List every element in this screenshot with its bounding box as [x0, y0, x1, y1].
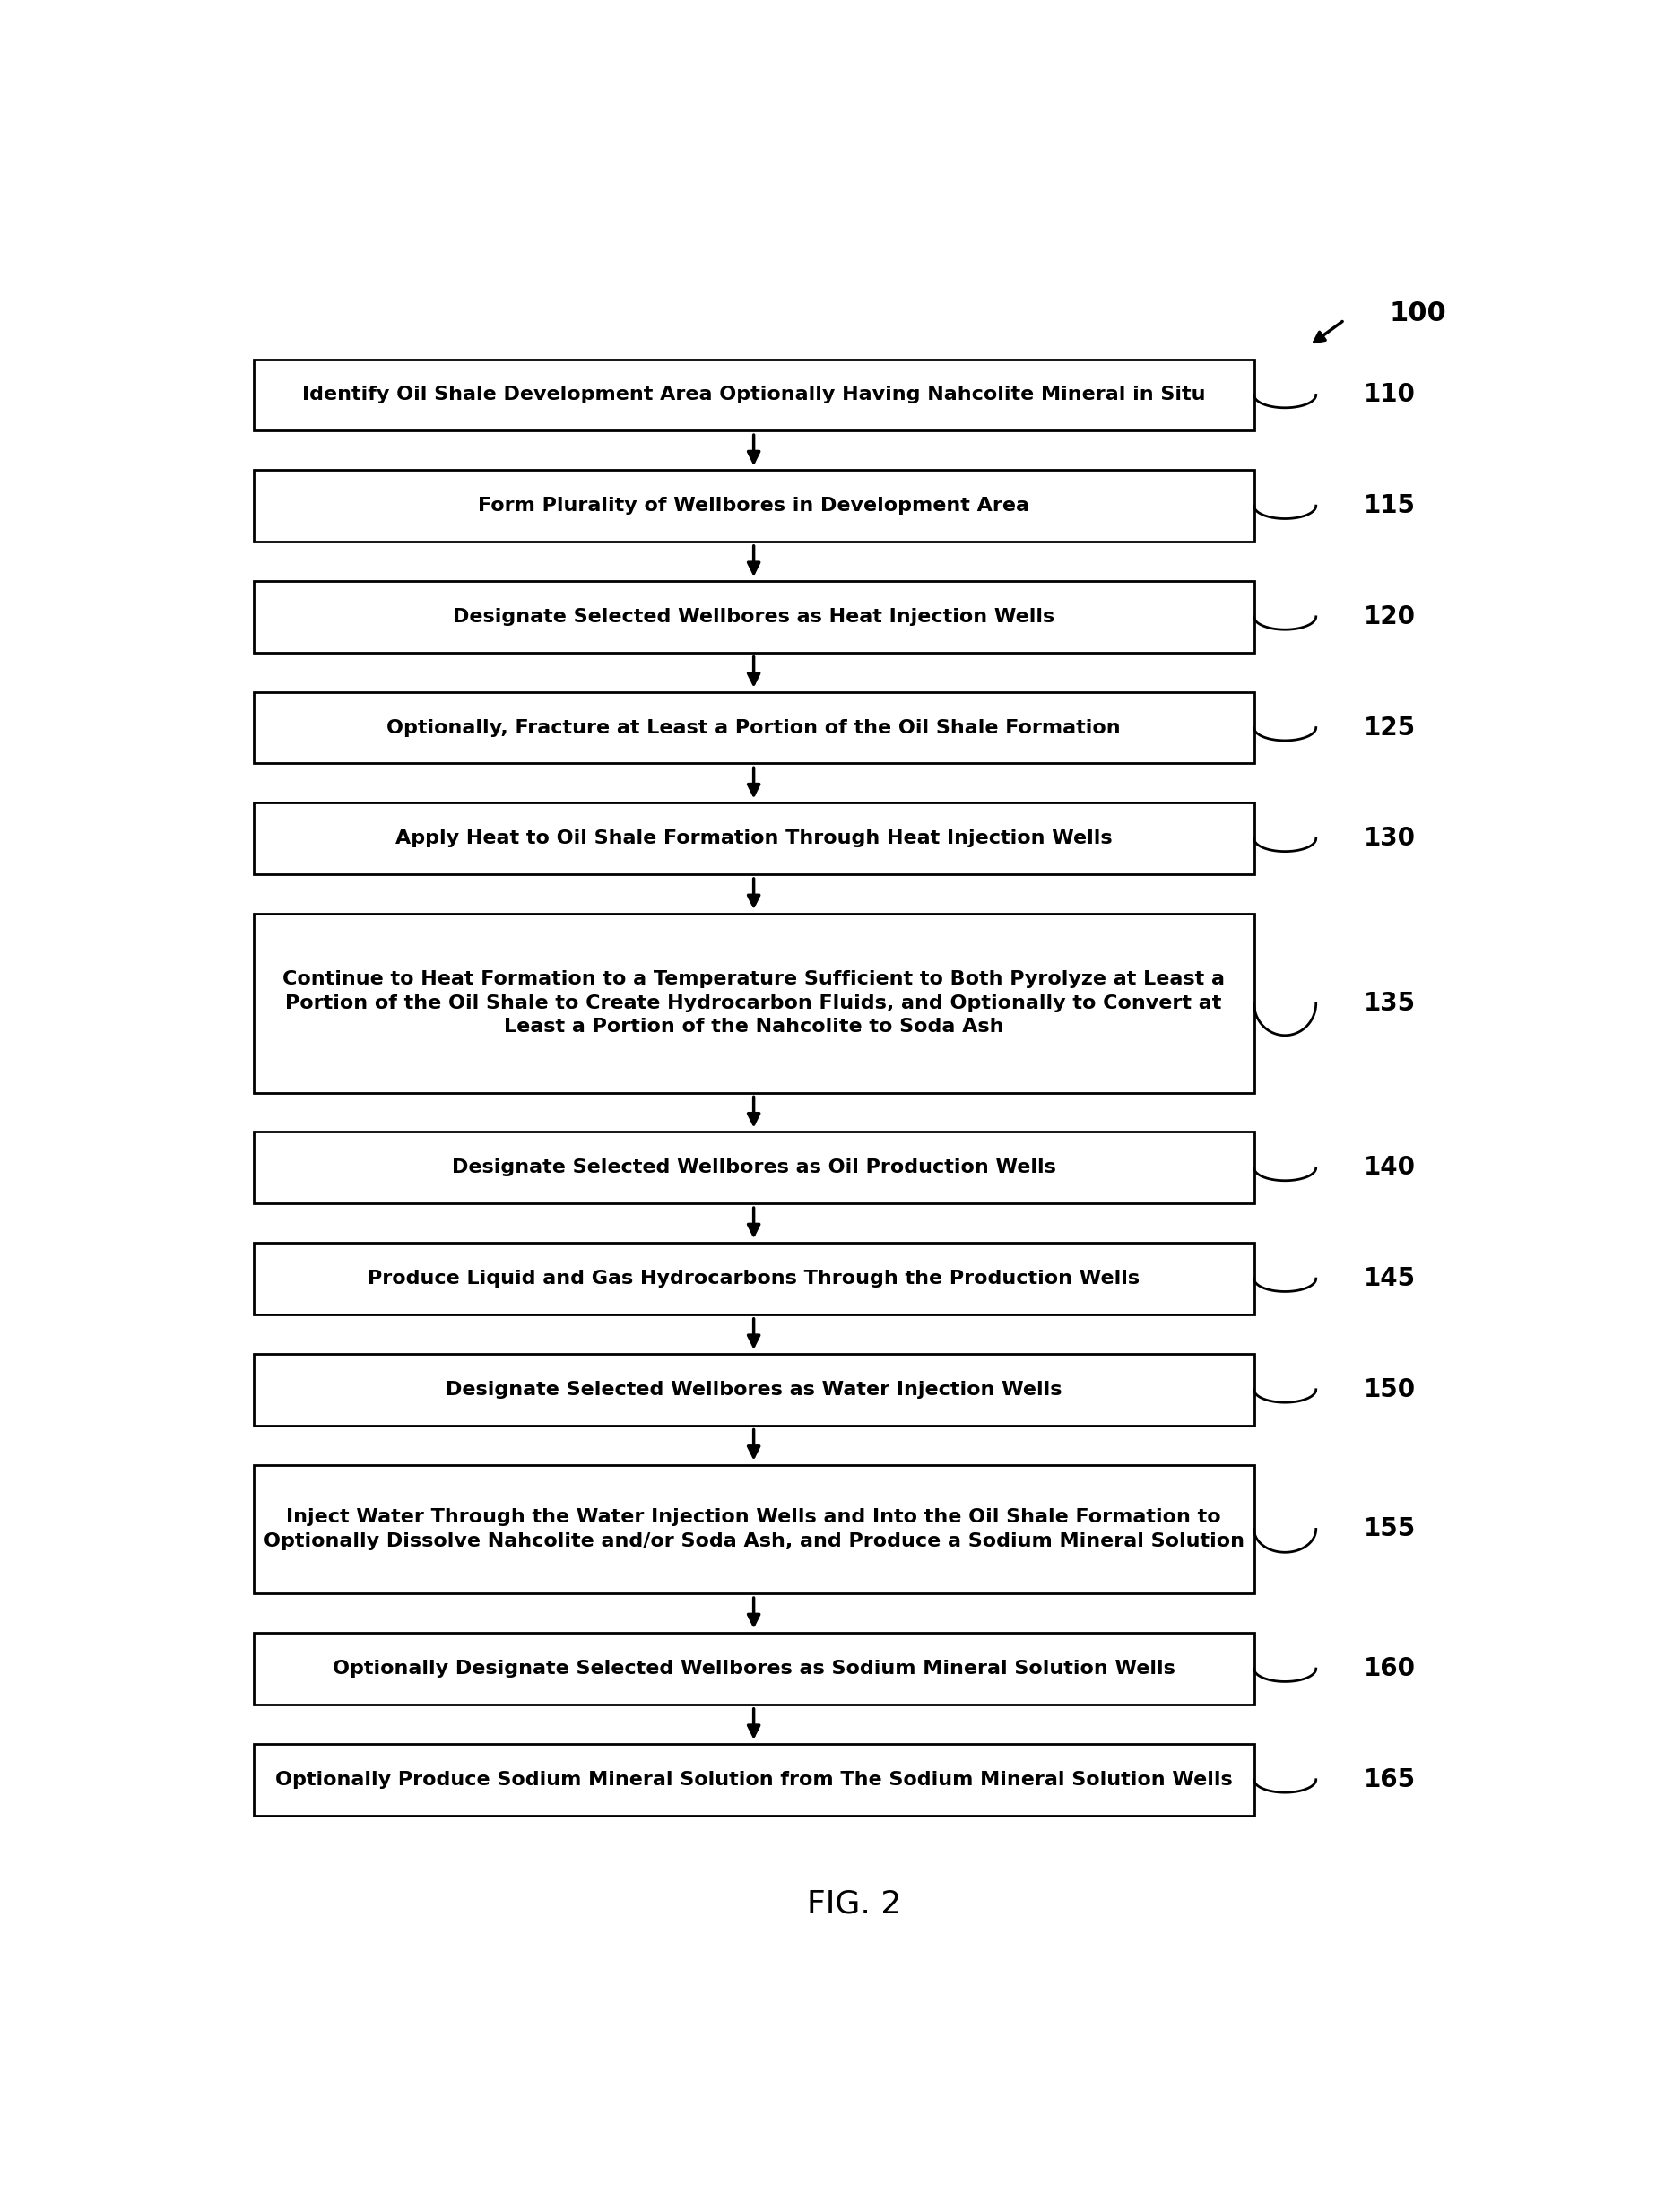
- Text: FIG. 2: FIG. 2: [806, 1889, 901, 1920]
- Bar: [253, 1632, 1254, 1705]
- Text: Optionally Produce Sodium Mineral Solution from The Sodium Mineral Solution Well: Optionally Produce Sodium Mineral Soluti…: [275, 1770, 1232, 1790]
- Text: 115: 115: [1364, 493, 1415, 518]
- Text: 120: 120: [1364, 604, 1415, 628]
- Text: Identify Oil Shale Development Area Optionally Having Nahcolite Mineral in Situ: Identify Oil Shale Development Area Opti…: [301, 385, 1205, 405]
- Bar: [253, 1464, 1254, 1593]
- Bar: [253, 692, 1254, 763]
- Text: 110: 110: [1364, 383, 1415, 407]
- Text: 135: 135: [1364, 991, 1415, 1015]
- Bar: [253, 803, 1254, 874]
- Text: Produce Liquid and Gas Hydrocarbons Through the Production Wells: Produce Liquid and Gas Hydrocarbons Thro…: [368, 1270, 1139, 1287]
- Text: 150: 150: [1364, 1378, 1415, 1402]
- Text: Designate Selected Wellbores as Oil Production Wells: Designate Selected Wellbores as Oil Prod…: [451, 1159, 1056, 1177]
- Text: Inject Water Through the Water Injection Wells and Into the Oil Shale Formation : Inject Water Through the Water Injection…: [263, 1509, 1244, 1551]
- Bar: [253, 582, 1254, 653]
- Text: 100: 100: [1389, 301, 1445, 325]
- Text: Form Plurality of Wellbores in Development Area: Form Plurality of Wellbores in Developme…: [478, 498, 1029, 515]
- Bar: [253, 358, 1254, 431]
- Text: 155: 155: [1364, 1517, 1415, 1542]
- Text: 145: 145: [1364, 1265, 1415, 1292]
- Bar: [253, 1354, 1254, 1425]
- Text: Optionally Designate Selected Wellbores as Sodium Mineral Solution Wells: Optionally Designate Selected Wellbores …: [333, 1659, 1174, 1677]
- Text: 130: 130: [1364, 825, 1415, 852]
- Text: Apply Heat to Oil Shale Formation Through Heat Injection Wells: Apply Heat to Oil Shale Formation Throug…: [395, 830, 1112, 847]
- Text: Designate Selected Wellbores as Heat Injection Wells: Designate Selected Wellbores as Heat Inj…: [453, 608, 1054, 626]
- Text: Continue to Heat Formation to a Temperature Sufficient to Both Pyrolyze at Least: Continue to Heat Formation to a Temperat…: [283, 971, 1224, 1035]
- Text: Optionally, Fracture at Least a Portion of the Oil Shale Formation: Optionally, Fracture at Least a Portion …: [386, 719, 1121, 737]
- Bar: [253, 914, 1254, 1093]
- Text: Designate Selected Wellbores as Water Injection Wells: Designate Selected Wellbores as Water In…: [445, 1380, 1061, 1398]
- Text: 140: 140: [1364, 1155, 1415, 1181]
- Bar: [253, 1743, 1254, 1816]
- Bar: [253, 1243, 1254, 1314]
- Bar: [253, 1133, 1254, 1203]
- Text: 125: 125: [1364, 714, 1415, 741]
- Bar: [253, 469, 1254, 542]
- Text: 165: 165: [1364, 1767, 1415, 1792]
- Text: 160: 160: [1364, 1657, 1415, 1681]
